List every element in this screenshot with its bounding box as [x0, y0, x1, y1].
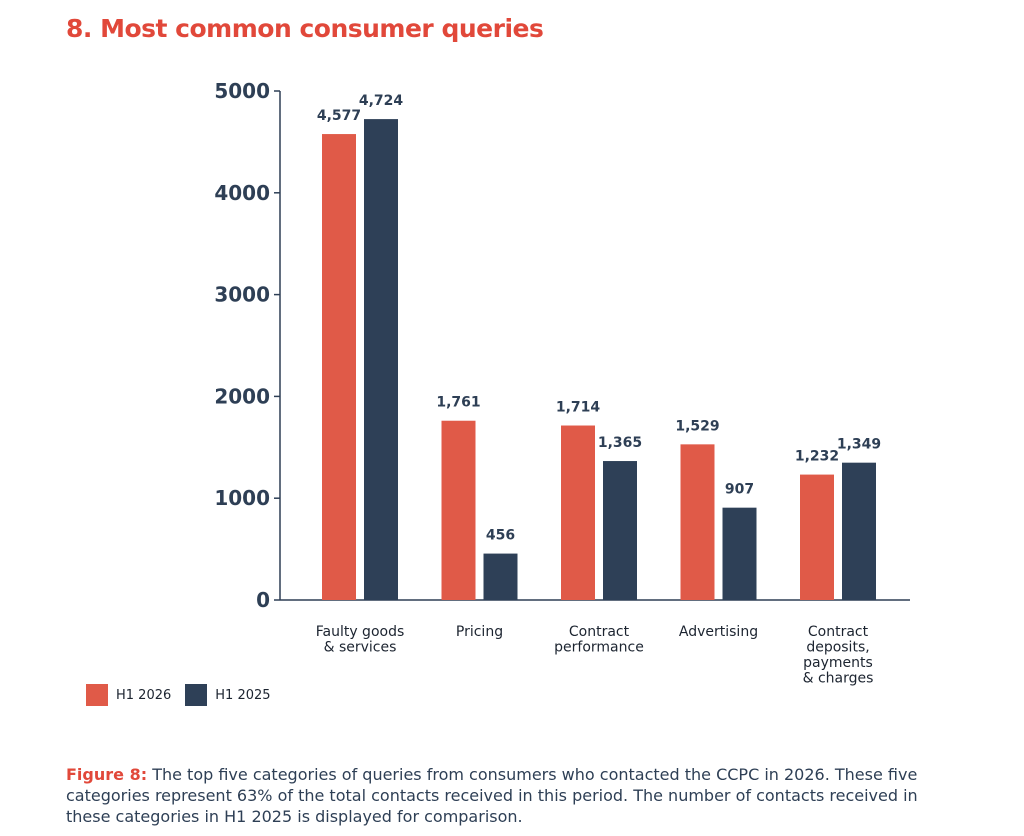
legend-item-h1-2026: H1 2026 [86, 684, 171, 706]
bar-h1-2026 [680, 444, 715, 600]
legend-swatch-h1-2026 [86, 684, 108, 706]
x-category-label: deposits, [806, 640, 869, 656]
x-category-label: payments [803, 655, 873, 671]
data-label: 4,724 [359, 93, 404, 109]
y-tick-label: 1000 [214, 486, 270, 510]
bar-h1-2025 [722, 507, 757, 600]
y-tick-label: 3000 [214, 283, 270, 307]
bar-h1-2025 [842, 462, 876, 600]
x-category-label: performance [554, 640, 644, 656]
caption-text: The top five categories of queries from … [66, 765, 918, 826]
x-category-label: Pricing [456, 624, 503, 640]
bar-h1-2026 [322, 134, 356, 600]
x-category-label: & charges [803, 671, 874, 687]
y-tick-label: 5000 [214, 79, 270, 103]
data-label: 4,577 [317, 108, 361, 124]
bar-h1-2026 [561, 425, 595, 600]
bar-h1-2026 [800, 474, 834, 600]
y-tick-label: 0 [256, 588, 270, 612]
y-tick-label: 2000 [214, 384, 270, 408]
caption-label: Figure 8: [66, 765, 148, 784]
data-label: 1,365 [598, 435, 642, 451]
data-label: 1,761 [436, 395, 480, 411]
data-label: 1,349 [837, 437, 881, 453]
bar-h1-2025 [603, 461, 637, 600]
bar-h1-2025 [364, 119, 398, 600]
x-category-label: & services [324, 640, 397, 656]
x-category-label: Faulty goods [316, 624, 405, 640]
data-label: 907 [725, 482, 754, 498]
y-tick-label: 4000 [214, 181, 270, 205]
bar-h1-2025 [483, 553, 518, 600]
bar-h1-2026 [441, 420, 476, 600]
data-label: 1,529 [675, 418, 719, 434]
figure-caption: Figure 8: The top five categories of que… [66, 764, 966, 827]
legend: H1 2026 H1 2025 [86, 684, 285, 706]
legend-label-h1-2026: H1 2026 [116, 687, 172, 703]
x-category-label: Contract [569, 624, 630, 640]
x-category-label: Contract [808, 624, 869, 640]
legend-item-h1-2025: H1 2025 [185, 684, 271, 706]
data-label: 456 [486, 528, 515, 544]
legend-label-h1-2025: H1 2025 [215, 687, 271, 703]
x-category-label: Advertising [679, 624, 758, 640]
chart-title: 8. Most common consumer queries [66, 14, 544, 43]
data-label: 1,714 [556, 400, 601, 416]
data-label: 1,232 [795, 449, 839, 465]
legend-swatch-h1-2025 [185, 684, 208, 706]
